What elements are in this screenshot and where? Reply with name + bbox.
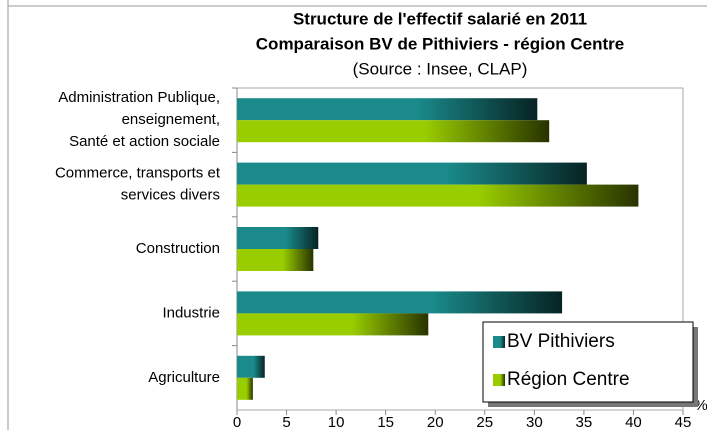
y-tick-label: Agriculture	[148, 369, 220, 386]
bar	[237, 355, 265, 378]
x-tick-label: 20	[427, 414, 444, 430]
x-tick-label: 35	[576, 414, 593, 430]
x-tick-label: 15	[377, 414, 394, 430]
bar	[237, 291, 563, 314]
chart-subtitle: Comparaison BV de Pithiviers - région Ce…	[256, 34, 624, 53]
bar	[237, 98, 538, 121]
x-tick-label: 40	[625, 414, 642, 430]
x-tick-label: 10	[328, 414, 345, 430]
x-tick-label: 5	[282, 414, 290, 430]
bar	[237, 377, 253, 400]
bar	[237, 120, 550, 143]
legend-swatch	[493, 374, 505, 386]
x-tick-label: 45	[675, 414, 692, 430]
y-tick-label: Administration Publique, enseignement, San…	[58, 89, 220, 150]
bar	[237, 313, 429, 336]
x-tick-label: 25	[476, 414, 493, 430]
bar	[237, 184, 639, 207]
y-tick-label: Industrie	[162, 304, 220, 321]
bar	[237, 227, 319, 249]
y-tick-label: Commerce, transports et services divers	[55, 165, 221, 204]
bar	[237, 162, 587, 185]
legend-swatch	[493, 336, 505, 348]
chart-source: (Source : Insee, CLAP)	[353, 59, 528, 78]
x-tick-label: 0	[233, 414, 241, 430]
chart-title: Structure de l'effectif salarié en 2011	[293, 9, 587, 28]
x-tick-label: 30	[526, 414, 543, 430]
y-tick-label: Construction	[136, 240, 220, 257]
legend	[482, 321, 694, 403]
legend-label: Région Centre	[507, 369, 630, 390]
bar	[237, 249, 314, 271]
legend-label: BV Pithiviers	[507, 331, 615, 352]
